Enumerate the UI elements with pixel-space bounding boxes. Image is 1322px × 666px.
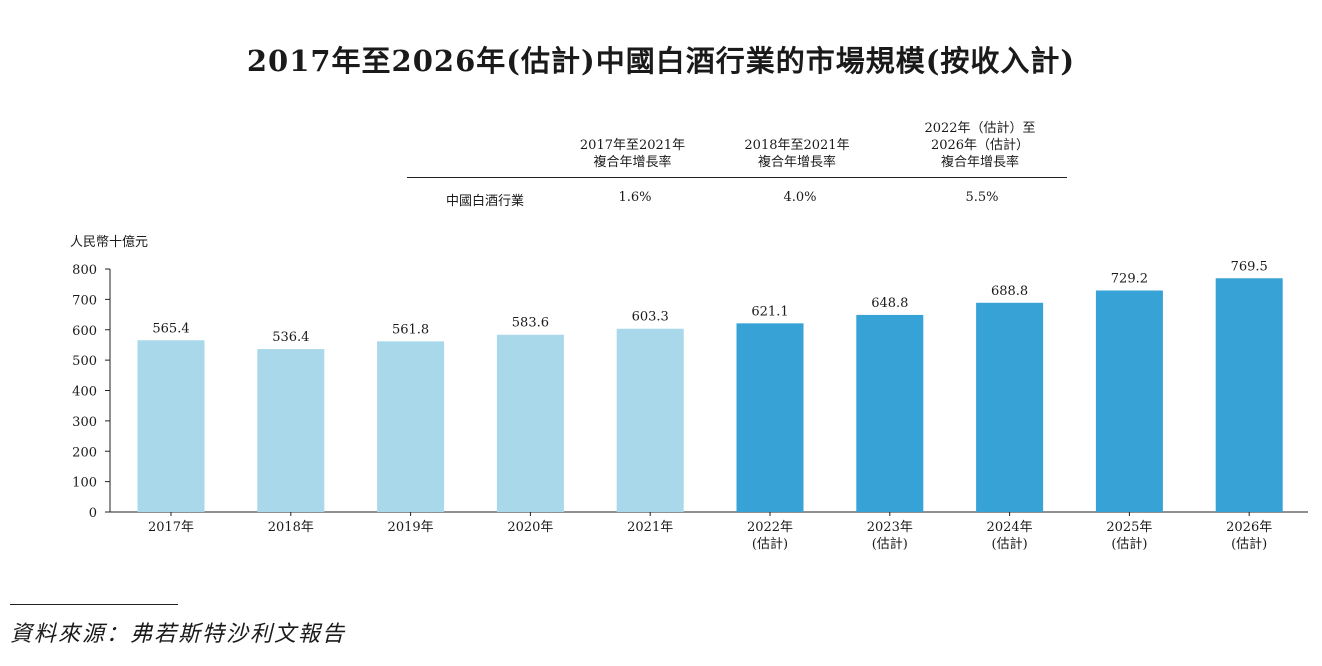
x-tick-label-line: 2023年 xyxy=(867,520,913,535)
x-tick-label: 2018年 xyxy=(268,520,314,535)
x-tick-label: 2022年(估計) xyxy=(747,520,793,552)
bar-value-label: 769.5 xyxy=(1231,259,1268,274)
x-tick-label-line: (估計) xyxy=(1111,536,1147,552)
bar xyxy=(736,323,804,512)
source-divider xyxy=(10,604,178,605)
cagr-header-2017-2021: 2017年至2021年 複合年增長率 xyxy=(579,138,686,170)
x-tick-label: 2021年 xyxy=(627,520,673,535)
x-tick-label: 2017年 xyxy=(148,520,194,535)
x-tick-label-line: 2019年 xyxy=(388,520,434,535)
bar xyxy=(976,302,1044,512)
x-tick-label: 2019年 xyxy=(388,520,434,535)
y-tick-label: 300 xyxy=(72,415,97,430)
cagr-header-2022-2026: 2022年（估計）至 2026年（估計） 複合年增長率 xyxy=(924,121,1036,170)
bar-value-label: 648.8 xyxy=(871,296,908,311)
bar-value-label: 688.8 xyxy=(991,284,1028,299)
y-tick-label: 800 xyxy=(72,263,97,278)
bar xyxy=(137,340,205,512)
chart-title: 2017年至2026年(估計)中國白酒行業的市場規模(按收入計) xyxy=(246,44,1076,78)
x-tick-label: 2020年 xyxy=(507,520,553,535)
x-tick-label-line: 2021年 xyxy=(627,520,673,535)
x-tick-label: 2024年(估計) xyxy=(987,520,1033,552)
y-tick-label: 400 xyxy=(72,385,97,400)
bar-value-label: 621.1 xyxy=(751,304,788,319)
y-tick-label: 100 xyxy=(72,476,97,491)
bar-value-label: 603.3 xyxy=(632,310,669,325)
bar xyxy=(1095,290,1163,512)
x-tick-label-line: (估計) xyxy=(872,536,908,552)
x-tick-label-line: (估計) xyxy=(752,536,788,552)
bar-value-label: 729.2 xyxy=(1111,272,1148,287)
cagr-table-divider xyxy=(407,177,1067,178)
x-tick-label-line: (估計) xyxy=(1231,536,1267,552)
cagr-header-2018-2021: 2018年至2021年 複合年增長率 xyxy=(744,138,850,170)
cagr-value-2018-2021: 4.0% xyxy=(783,190,817,205)
x-tick-label-line: 2025年 xyxy=(1106,520,1152,535)
x-tick-label: 2026年(估計) xyxy=(1226,520,1272,552)
x-tick-label-line: 2024年 xyxy=(987,520,1033,535)
cagr-row-label: 中國白酒行業 xyxy=(445,194,524,209)
x-tick-label-line: 2026年 xyxy=(1226,520,1272,535)
x-tick-label-line: 2018年 xyxy=(268,520,314,535)
x-tick-label-line: 2017年 xyxy=(148,520,194,535)
y-tick-label: 200 xyxy=(72,445,97,460)
bar xyxy=(856,314,924,512)
source-note: 資料來源：弗若斯特沙利文報告 xyxy=(10,622,347,647)
y-tick-label: 0 xyxy=(89,506,97,521)
y-axis-unit-label: 人民幣十億元 xyxy=(70,235,149,250)
bar-value-label: 565.4 xyxy=(152,321,189,336)
cagr-value-2022-2026: 5.5% xyxy=(965,190,999,205)
bar xyxy=(616,328,684,512)
x-tick-label-line: (估計) xyxy=(992,536,1028,552)
bar xyxy=(257,349,325,512)
bar-value-label: 583.6 xyxy=(512,316,549,331)
bar xyxy=(1215,278,1283,512)
bar-value-label: 536.4 xyxy=(272,330,309,345)
cagr-value-2017-2021: 1.6% xyxy=(618,190,652,205)
bar xyxy=(496,334,564,512)
x-tick-label: 2025年(估計) xyxy=(1106,520,1152,552)
x-tick-label-line: 2020年 xyxy=(507,520,553,535)
y-tick-label: 600 xyxy=(72,324,97,339)
x-tick-label: 2023年(估計) xyxy=(867,520,913,552)
x-tick-label-line: 2022年 xyxy=(747,520,793,535)
bar-value-label: 561.8 xyxy=(392,322,429,337)
y-tick-label: 500 xyxy=(72,354,97,369)
bar xyxy=(377,341,445,512)
y-tick-label: 700 xyxy=(72,293,97,308)
